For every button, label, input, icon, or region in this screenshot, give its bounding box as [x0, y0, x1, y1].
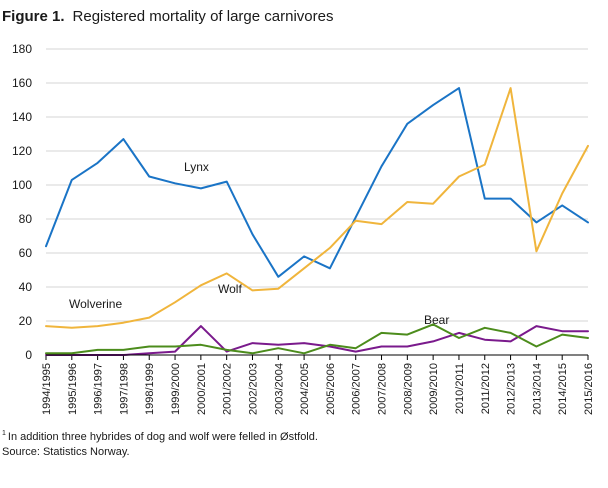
y-tick-label: 100	[12, 178, 32, 192]
x-tick-label: 2015/2016	[583, 363, 595, 415]
x-tick-label: 1995/1996	[67, 363, 79, 415]
x-tick-label: 2004/2005	[299, 363, 311, 415]
x-tick-label: 2010/2011	[454, 363, 466, 414]
x-tick-label: 2003/2004	[273, 363, 285, 415]
series-label-wolf: Wolf	[218, 282, 242, 296]
y-tick-label: 40	[19, 280, 33, 294]
gridlines	[46, 48, 588, 322]
x-tick-label: 1996/1997	[93, 363, 105, 415]
series-label-bear: Bear	[424, 313, 449, 327]
x-tick-label: 2013/2014	[531, 363, 543, 415]
y-tick-label: 160	[12, 76, 32, 90]
series-lines	[45, 87, 589, 356]
y-tick-label: 0	[25, 348, 32, 362]
x-tick-label: 2005/2006	[325, 363, 337, 415]
x-axis-tick-labels: 1994/1995 1995/1996 1996/1997 1997/1998 1998…	[41, 355, 595, 415]
footnote: 1 In addition three hybrides of dog and w…	[2, 430, 318, 443]
series-line-lynx	[45, 87, 589, 278]
series-line-wolverine	[45, 87, 589, 329]
x-tick-label: 2011/2012	[480, 363, 492, 414]
source-note: Source: Statistics Norway.	[2, 446, 130, 458]
title-text: Registered mortality of large carnivores	[72, 8, 334, 25]
series-line-bear	[45, 323, 589, 355]
figure-number: Figure 1.	[2, 8, 65, 25]
x-tick-label: 1999/2000	[170, 363, 182, 415]
chart-title: Figure 1. Registered mortality of large c…	[2, 8, 333, 25]
x-tick-label: 2012/2013	[506, 363, 518, 415]
y-tick-label: 80	[19, 212, 33, 226]
y-tick-label: 60	[19, 246, 33, 260]
y-axis-tick-labels: 0 20 40 60 80 100 120 140 160 180	[12, 42, 32, 362]
x-tick-label: 2008/2009	[402, 363, 414, 415]
x-tick-label: 1997/1998	[118, 363, 130, 415]
y-tick-label: 120	[12, 144, 32, 158]
x-tick-label: 2014/2015	[557, 363, 569, 415]
series-label-wolverine: Wolverine	[69, 297, 122, 311]
x-tick-label: 2009/2010	[428, 363, 440, 415]
x-tick-label: 2002/2003	[247, 363, 259, 415]
x-tick-label: 2007/2008	[377, 363, 389, 415]
x-tick-label: 1994/1995	[41, 363, 53, 415]
x-tick-label: 2000/2001	[196, 363, 208, 415]
footnote-mark: 1	[2, 430, 6, 437]
series-labels: Lynx Wolverine Wolf Bear	[69, 160, 449, 327]
footnote-text: In addition three hybrides of dog and wo…	[7, 431, 318, 443]
y-tick-label: 180	[12, 42, 32, 56]
y-tick-label: 20	[19, 314, 33, 328]
y-tick-label: 140	[12, 110, 32, 124]
line-chart: 0 20 40 60 80 100 120 140 160 180 1994/1995 1995/1…	[12, 42, 595, 415]
x-tick-label: 1998/1999	[144, 363, 156, 415]
series-line-wolf	[45, 325, 589, 356]
x-tick-label: 2006/2007	[351, 363, 363, 415]
series-label-lynx: Lynx	[184, 160, 209, 174]
x-tick-label: 2001/2002	[222, 363, 234, 415]
